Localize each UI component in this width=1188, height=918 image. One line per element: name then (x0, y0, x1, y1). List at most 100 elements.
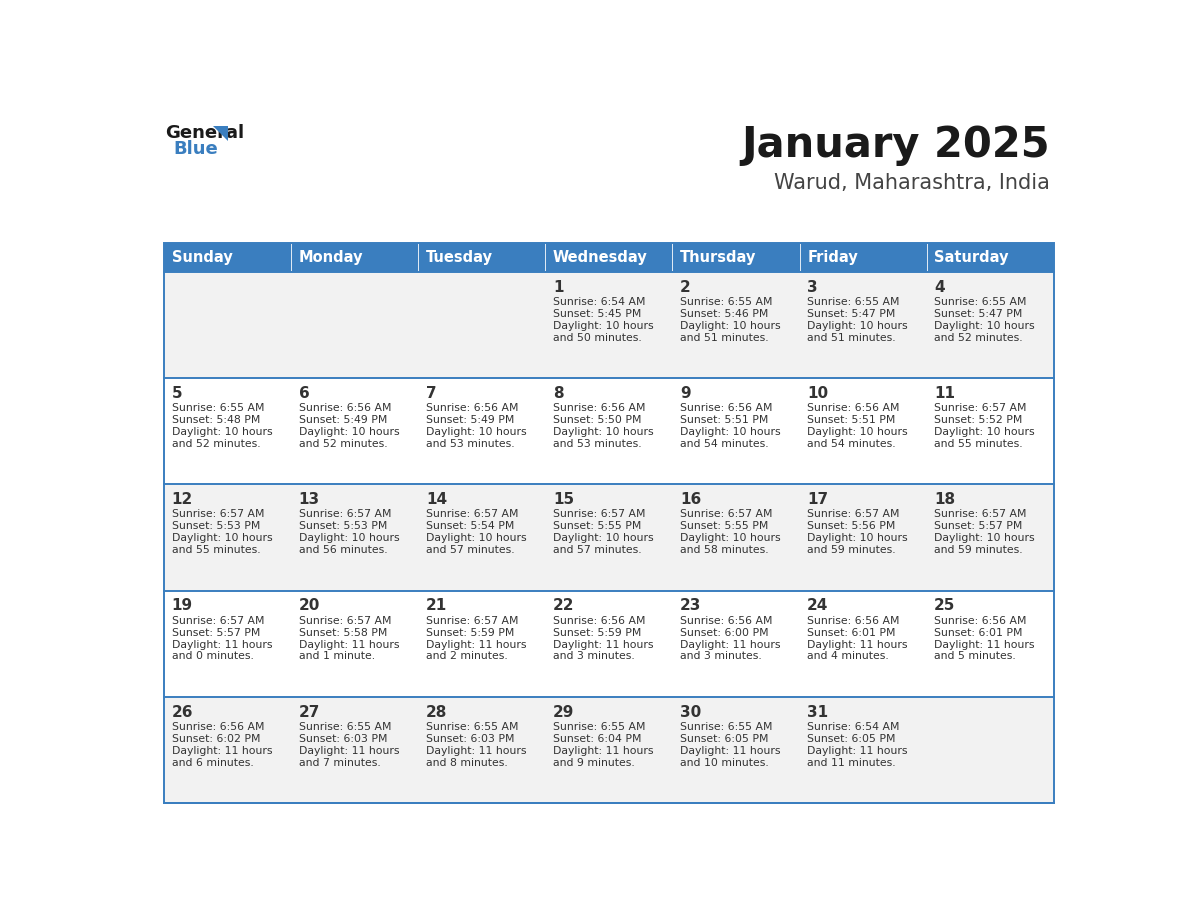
Text: and 52 minutes.: and 52 minutes. (298, 439, 387, 449)
Text: and 59 minutes.: and 59 minutes. (807, 545, 896, 555)
Bar (291, 242, 418, 272)
Text: Daylight: 11 hours: Daylight: 11 hours (298, 640, 399, 650)
Text: Sunset: 5:55 PM: Sunset: 5:55 PM (680, 521, 769, 532)
Text: Sunrise: 6:57 AM: Sunrise: 6:57 AM (552, 509, 645, 520)
Text: 14: 14 (425, 492, 447, 507)
Text: and 55 minutes.: and 55 minutes. (934, 439, 1023, 449)
Text: Sunrise: 6:55 AM: Sunrise: 6:55 AM (552, 722, 645, 732)
Polygon shape (213, 127, 228, 141)
Text: Sunrise: 6:56 AM: Sunrise: 6:56 AM (680, 616, 772, 626)
Text: Sunset: 5:48 PM: Sunset: 5:48 PM (171, 415, 260, 425)
Text: Daylight: 10 hours: Daylight: 10 hours (552, 320, 653, 330)
Text: Daylight: 11 hours: Daylight: 11 hours (425, 640, 526, 650)
Text: and 54 minutes.: and 54 minutes. (680, 439, 769, 449)
Text: and 3 minutes.: and 3 minutes. (680, 652, 762, 662)
Text: Daylight: 11 hours: Daylight: 11 hours (552, 640, 653, 650)
Text: and 8 minutes.: and 8 minutes. (425, 757, 507, 767)
Text: Sunset: 5:59 PM: Sunset: 5:59 PM (425, 628, 514, 638)
Text: Daylight: 11 hours: Daylight: 11 hours (680, 640, 781, 650)
Text: and 54 minutes.: and 54 minutes. (807, 439, 896, 449)
Text: Warud, Maharashtra, India: Warud, Maharashtra, India (773, 174, 1050, 194)
Text: Sunrise: 6:56 AM: Sunrise: 6:56 AM (807, 403, 899, 413)
Bar (672, 242, 800, 272)
Text: Sunset: 5:57 PM: Sunset: 5:57 PM (171, 628, 260, 638)
Bar (164, 242, 291, 272)
Text: Daylight: 11 hours: Daylight: 11 hours (171, 640, 272, 650)
Text: Sunset: 6:04 PM: Sunset: 6:04 PM (552, 733, 642, 744)
Text: 16: 16 (680, 492, 701, 507)
Text: Daylight: 10 hours: Daylight: 10 hours (934, 427, 1035, 437)
Text: Sunset: 5:53 PM: Sunset: 5:53 PM (298, 521, 387, 532)
Text: Sunrise: 6:57 AM: Sunrise: 6:57 AM (171, 616, 264, 626)
Text: Daylight: 10 hours: Daylight: 10 hours (680, 320, 781, 330)
Text: Sunset: 6:05 PM: Sunset: 6:05 PM (807, 733, 896, 744)
Text: and 51 minutes.: and 51 minutes. (807, 332, 896, 342)
Text: Wednesday: Wednesday (552, 250, 647, 264)
Text: 1: 1 (552, 280, 563, 295)
Text: Sunset: 6:01 PM: Sunset: 6:01 PM (807, 628, 896, 638)
Text: and 3 minutes.: and 3 minutes. (552, 652, 634, 662)
Text: Friday: Friday (807, 250, 858, 264)
Text: Thursday: Thursday (680, 250, 757, 264)
Text: Sunrise: 6:57 AM: Sunrise: 6:57 AM (680, 509, 772, 520)
Text: Sunset: 5:55 PM: Sunset: 5:55 PM (552, 521, 642, 532)
Text: Monday: Monday (298, 250, 364, 264)
Text: General: General (165, 124, 245, 142)
Text: Daylight: 10 hours: Daylight: 10 hours (552, 427, 653, 437)
Text: Sunset: 5:45 PM: Sunset: 5:45 PM (552, 308, 642, 319)
Bar (418, 242, 545, 272)
Bar (164, 378, 1054, 485)
Text: 18: 18 (934, 492, 955, 507)
Text: Sunrise: 6:56 AM: Sunrise: 6:56 AM (298, 403, 391, 413)
Text: Sunset: 5:59 PM: Sunset: 5:59 PM (552, 628, 642, 638)
Text: Daylight: 10 hours: Daylight: 10 hours (171, 533, 272, 543)
Text: 26: 26 (171, 705, 194, 720)
Text: Sunset: 5:53 PM: Sunset: 5:53 PM (171, 521, 260, 532)
Text: Sunrise: 6:55 AM: Sunrise: 6:55 AM (298, 722, 391, 732)
Text: Sunset: 6:03 PM: Sunset: 6:03 PM (298, 733, 387, 744)
Text: Sunrise: 6:57 AM: Sunrise: 6:57 AM (425, 616, 518, 626)
Text: Sunrise: 6:55 AM: Sunrise: 6:55 AM (680, 297, 772, 307)
Text: Sunset: 5:52 PM: Sunset: 5:52 PM (934, 415, 1023, 425)
Bar (164, 697, 1054, 803)
Text: Sunset: 6:00 PM: Sunset: 6:00 PM (680, 628, 769, 638)
Text: 25: 25 (934, 599, 955, 613)
Text: Daylight: 11 hours: Daylight: 11 hours (552, 745, 653, 756)
Text: Sunrise: 6:56 AM: Sunrise: 6:56 AM (552, 403, 645, 413)
Text: Daylight: 11 hours: Daylight: 11 hours (171, 745, 272, 756)
Text: Daylight: 10 hours: Daylight: 10 hours (425, 427, 526, 437)
Text: 21: 21 (425, 599, 447, 613)
Text: Saturday: Saturday (934, 250, 1009, 264)
Text: 15: 15 (552, 492, 574, 507)
Text: 2: 2 (680, 280, 690, 295)
Text: and 59 minutes.: and 59 minutes. (934, 545, 1023, 555)
Text: Sunrise: 6:57 AM: Sunrise: 6:57 AM (807, 509, 899, 520)
Text: 12: 12 (171, 492, 192, 507)
Text: and 57 minutes.: and 57 minutes. (425, 545, 514, 555)
Text: and 2 minutes.: and 2 minutes. (425, 652, 507, 662)
Text: 30: 30 (680, 705, 701, 720)
Text: and 57 minutes.: and 57 minutes. (552, 545, 642, 555)
Text: Sunset: 5:46 PM: Sunset: 5:46 PM (680, 308, 769, 319)
Text: Daylight: 11 hours: Daylight: 11 hours (807, 640, 908, 650)
Text: Sunset: 6:03 PM: Sunset: 6:03 PM (425, 733, 514, 744)
Text: Sunset: 5:56 PM: Sunset: 5:56 PM (807, 521, 896, 532)
Text: Sunrise: 6:56 AM: Sunrise: 6:56 AM (171, 722, 264, 732)
Text: 4: 4 (934, 280, 944, 295)
Text: and 52 minutes.: and 52 minutes. (934, 332, 1023, 342)
Text: Daylight: 10 hours: Daylight: 10 hours (807, 533, 908, 543)
Text: Tuesday: Tuesday (425, 250, 493, 264)
Text: and 7 minutes.: and 7 minutes. (298, 757, 380, 767)
Bar (800, 242, 927, 272)
Text: Sunrise: 6:57 AM: Sunrise: 6:57 AM (425, 509, 518, 520)
Text: 22: 22 (552, 599, 575, 613)
Text: Sunset: 5:58 PM: Sunset: 5:58 PM (298, 628, 387, 638)
Bar (927, 242, 1054, 272)
Text: Sunrise: 6:54 AM: Sunrise: 6:54 AM (552, 297, 645, 307)
Text: Daylight: 10 hours: Daylight: 10 hours (807, 320, 908, 330)
Text: 19: 19 (171, 599, 192, 613)
Text: and 50 minutes.: and 50 minutes. (552, 332, 642, 342)
Text: Sunrise: 6:57 AM: Sunrise: 6:57 AM (298, 616, 391, 626)
Text: Sunrise: 6:57 AM: Sunrise: 6:57 AM (298, 509, 391, 520)
Text: and 51 minutes.: and 51 minutes. (680, 332, 769, 342)
